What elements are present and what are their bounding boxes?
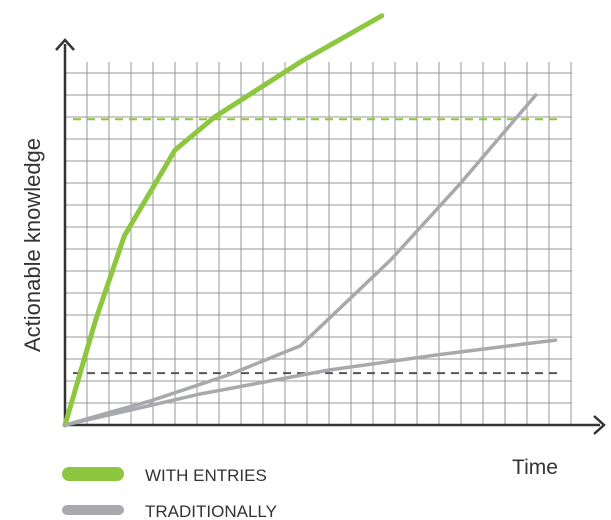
y-axis-label: Actionable knowledge (20, 138, 45, 352)
series-line (62, 13, 385, 428)
x-arrow (593, 415, 606, 435)
legend-label: TRADITIONALLY (145, 502, 277, 520)
x-axis-label: Time (512, 456, 558, 479)
legend-label: WITH ENTRIES (145, 466, 267, 485)
y-arrow (55, 38, 75, 51)
series-line (63, 338, 558, 427)
series-line (63, 93, 538, 427)
legend-swatch (62, 505, 124, 515)
legend-swatch (62, 467, 124, 481)
